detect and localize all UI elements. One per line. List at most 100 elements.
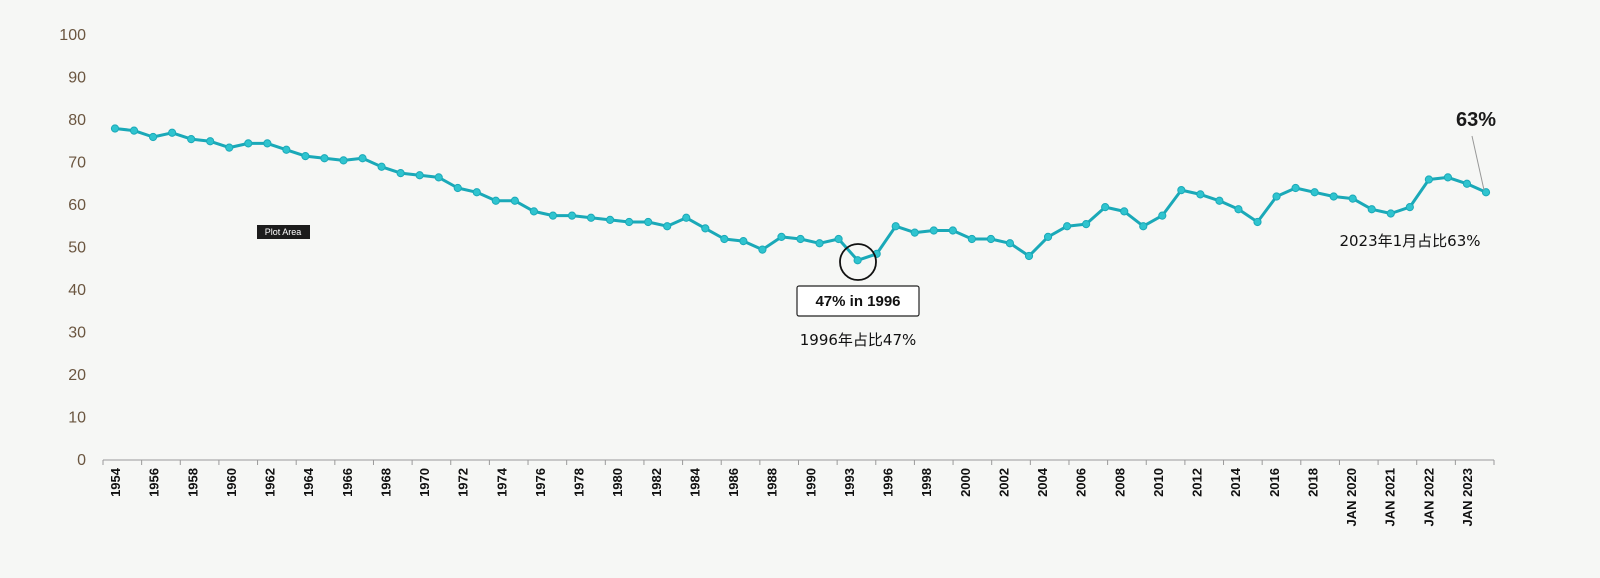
x-tick-label: 1978 (572, 468, 587, 497)
y-tick-label: 20 (68, 367, 86, 384)
data-point (701, 224, 710, 233)
annotations: 47% in 1996 1996年占比47% 63% 2023年1月占比63% (796, 109, 1496, 349)
y-tick-label: 80 (68, 112, 86, 129)
data-point (1253, 217, 1262, 227)
data-point (377, 162, 386, 171)
x-tick-label: JAN 2022 (1421, 468, 1436, 527)
data-point (168, 128, 177, 137)
y-tick-label: 10 (68, 410, 86, 427)
x-tick-label: 2018 (1305, 468, 1320, 497)
data-point (453, 183, 462, 193)
data-point (320, 154, 329, 163)
data-point (1101, 203, 1110, 212)
data-point (720, 234, 729, 244)
leader-line-2023 (1471, 135, 1485, 191)
data-point (1348, 194, 1357, 203)
data-point (1177, 186, 1186, 195)
x-tick-label: 2012 (1190, 468, 1205, 497)
data-point (929, 226, 938, 235)
plot-area-tooltip: Plot Area (257, 225, 310, 239)
x-tick-label: 2014 (1228, 467, 1243, 497)
x-tick-label: 2008 (1112, 468, 1127, 497)
x-tick-label: 1976 (533, 468, 548, 497)
plot-area-tooltip-text: Plot Area (265, 227, 302, 237)
data-point (339, 156, 348, 165)
x-tick-label: 1984 (687, 467, 702, 497)
data-point (206, 137, 215, 146)
data-point (225, 143, 234, 152)
data-point (1367, 205, 1376, 214)
data-point (263, 139, 272, 148)
x-tick-label: 1970 (417, 468, 432, 497)
x-tick-label: 1990 (803, 468, 818, 497)
data-point (796, 234, 805, 244)
data-point (967, 234, 976, 244)
series-line (110, 124, 1491, 265)
data-point (663, 222, 672, 231)
x-tick-label: 1972 (456, 468, 471, 497)
data-point (301, 152, 310, 161)
x-tick-label: 1960 (224, 468, 239, 497)
annotation-box-1996-text: 47% in 1996 (815, 293, 900, 310)
y-tick-label: 30 (68, 325, 86, 342)
data-point (1272, 192, 1281, 201)
annotation-box-1996 (796, 285, 920, 317)
data-point (110, 124, 120, 133)
data-point (986, 234, 996, 244)
x-tick-label: 1988 (765, 468, 780, 497)
x-tick-label: 1986 (726, 468, 741, 497)
data-point (1082, 220, 1091, 229)
data-point (567, 211, 577, 220)
x-tick-label: 2006 (1074, 468, 1089, 497)
data-point (148, 132, 158, 142)
data-point (605, 215, 615, 224)
data-point (1462, 179, 1472, 188)
x-tick-label: 1958 (185, 468, 200, 497)
y-tick-label: 60 (68, 197, 86, 214)
annotation-note-1996: 1996年占比47% (800, 331, 917, 349)
x-tick-label: JAN 2023 (1460, 468, 1475, 527)
x-tick-label: 2002 (996, 468, 1011, 497)
x-tick-label: 1966 (340, 468, 355, 497)
data-point (415, 171, 424, 180)
data-point (1043, 232, 1053, 241)
data-point (358, 154, 367, 163)
x-tick-label: 1998 (919, 468, 934, 497)
data-point (625, 217, 634, 227)
x-tick-label: 1968 (378, 468, 393, 497)
data-point (1386, 209, 1395, 218)
x-tick-label: 1954 (108, 467, 123, 497)
data-point (1443, 173, 1453, 182)
x-tick-label: 1996 (881, 468, 896, 497)
data-point (1062, 222, 1072, 231)
x-tick-label: 1962 (263, 468, 278, 497)
x-axis: 1954 1956 1958 1960 1962 1964 1966 1968 1970 1972… (102, 459, 1495, 527)
y-tick-label: 90 (68, 70, 86, 87)
data-point (758, 245, 767, 254)
x-tick-label: 1982 (649, 468, 664, 497)
data-point (1234, 205, 1243, 214)
label-63-percent: 63% (1456, 109, 1496, 131)
y-tick-label: 100 (59, 27, 86, 44)
data-point (910, 228, 919, 237)
x-tick-label: 2010 (1151, 468, 1166, 497)
data-point (1291, 183, 1300, 193)
data-point (1405, 203, 1414, 212)
x-tick-label: 1956 (147, 468, 162, 497)
annotation-note-2023: 2023年1月占比63% (1339, 232, 1480, 250)
y-tick-label: 70 (68, 155, 86, 172)
data-point (1215, 196, 1224, 205)
x-tick-label: 1980 (610, 468, 625, 497)
data-point (1158, 211, 1167, 220)
data-point (1424, 175, 1433, 184)
x-tick-label: 2016 (1267, 468, 1282, 497)
data-point (244, 139, 253, 148)
data-point (853, 256, 862, 265)
data-point (891, 222, 900, 231)
data-point (396, 169, 405, 178)
data-point (282, 145, 291, 154)
data-point (834, 234, 843, 244)
data-point (491, 196, 500, 205)
data-point (644, 217, 653, 227)
